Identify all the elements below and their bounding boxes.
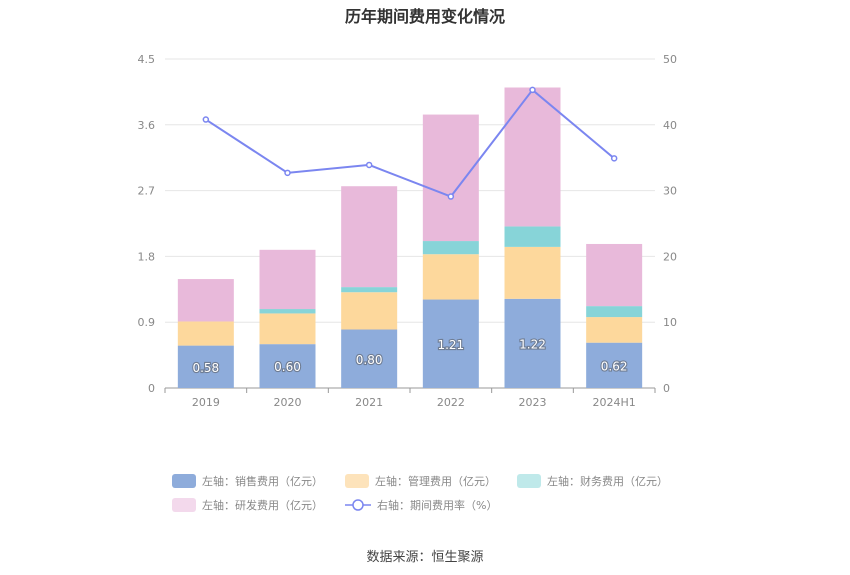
chart-title: 历年期间费用变化情况 <box>344 7 505 26</box>
bar-segment-series-1 <box>259 313 316 345</box>
y-right-tick-label: 10 <box>663 316 677 329</box>
legend-swatch <box>517 474 541 488</box>
y-left-tick-label: 0 <box>148 382 155 395</box>
y-left-tick-label: 4.5 <box>138 53 156 66</box>
x-tick-label: 2022 <box>437 396 465 409</box>
bar-segment-series-2 <box>422 241 479 255</box>
bar-segment-series-3 <box>177 279 234 322</box>
bar-segment-series-0 <box>504 298 561 388</box>
y-left-tick-label: 0.9 <box>138 316 156 329</box>
bar-segment-series-1 <box>504 246 561 299</box>
bar-segment-series-1 <box>341 292 398 330</box>
bar-segment-series-0 <box>177 345 234 388</box>
bar-segment-series-0 <box>422 299 479 388</box>
rate-line <box>205 88 615 198</box>
x-tick-label: 2023 <box>519 396 547 409</box>
bar-segment-series-1 <box>177 321 234 346</box>
bar-segment-series-3 <box>259 249 316 310</box>
bar-data-label: 0.58 <box>192 361 219 375</box>
bar-segment-series-3 <box>586 243 643 307</box>
bar-data-label: 1.22 <box>519 337 546 351</box>
bar-segment-series-2 <box>586 306 643 318</box>
bar-segment-series-3 <box>422 114 479 242</box>
x-tick-label: 2020 <box>274 396 302 409</box>
rate-point <box>610 155 618 162</box>
bar-data-label: 1.21 <box>437 338 464 352</box>
bar-data-label: 0.62 <box>601 359 628 373</box>
y-right-tick-label: 20 <box>663 250 677 263</box>
rate-point <box>365 161 373 169</box>
bar-segment-series-3 <box>341 186 398 288</box>
y-left-tick-label: 3.6 <box>138 119 156 132</box>
bar-segment-series-0 <box>259 344 316 388</box>
bar-segment-series-2 <box>504 226 561 247</box>
legend-swatch <box>172 474 196 488</box>
legend-label: 右轴：期间费用率（%） <box>377 498 497 512</box>
y-left-tick-label: 1.8 <box>138 250 156 263</box>
bar-segment-series-3 <box>504 87 561 227</box>
legend-line-marker <box>352 499 364 511</box>
bar-segment-series-0 <box>341 329 398 388</box>
bar-segment-series-1 <box>586 317 643 343</box>
legend-label: 左轴：销售费用（亿元） <box>202 474 323 488</box>
y-right-tick-label: 30 <box>663 185 677 198</box>
bar-segment-series-1 <box>422 254 479 300</box>
bar-segment-series-2 <box>341 287 398 293</box>
legend-label: 左轴：财务费用（亿元） <box>547 474 668 488</box>
x-tick-label: 2021 <box>355 396 383 409</box>
rate-point <box>529 86 536 94</box>
bar-data-label: 0.60 <box>274 360 301 374</box>
rate-point <box>447 193 455 200</box>
legend-swatch <box>172 498 196 512</box>
bar-segment-series-2 <box>259 309 316 314</box>
legend-swatch <box>345 474 369 488</box>
bar-segment-series-0 <box>586 342 643 388</box>
legend-label: 左轴：研发费用（亿元） <box>202 498 323 512</box>
legend-label: 左轴：管理费用（亿元） <box>375 474 496 488</box>
y-right-tick-label: 50 <box>663 53 677 66</box>
x-tick-label: 2024H1 <box>593 396 636 409</box>
rate-point <box>284 169 291 177</box>
y-right-tick-label: 0 <box>663 382 670 395</box>
data-source-note: 数据来源：恒生聚源 <box>366 550 484 565</box>
bar-data-label: 0.80 <box>356 353 383 367</box>
x-tick-label: 2019 <box>192 396 220 409</box>
y-left-tick-label: 2.7 <box>138 185 156 198</box>
y-right-tick-label: 40 <box>663 119 677 132</box>
rate-point <box>202 116 210 123</box>
